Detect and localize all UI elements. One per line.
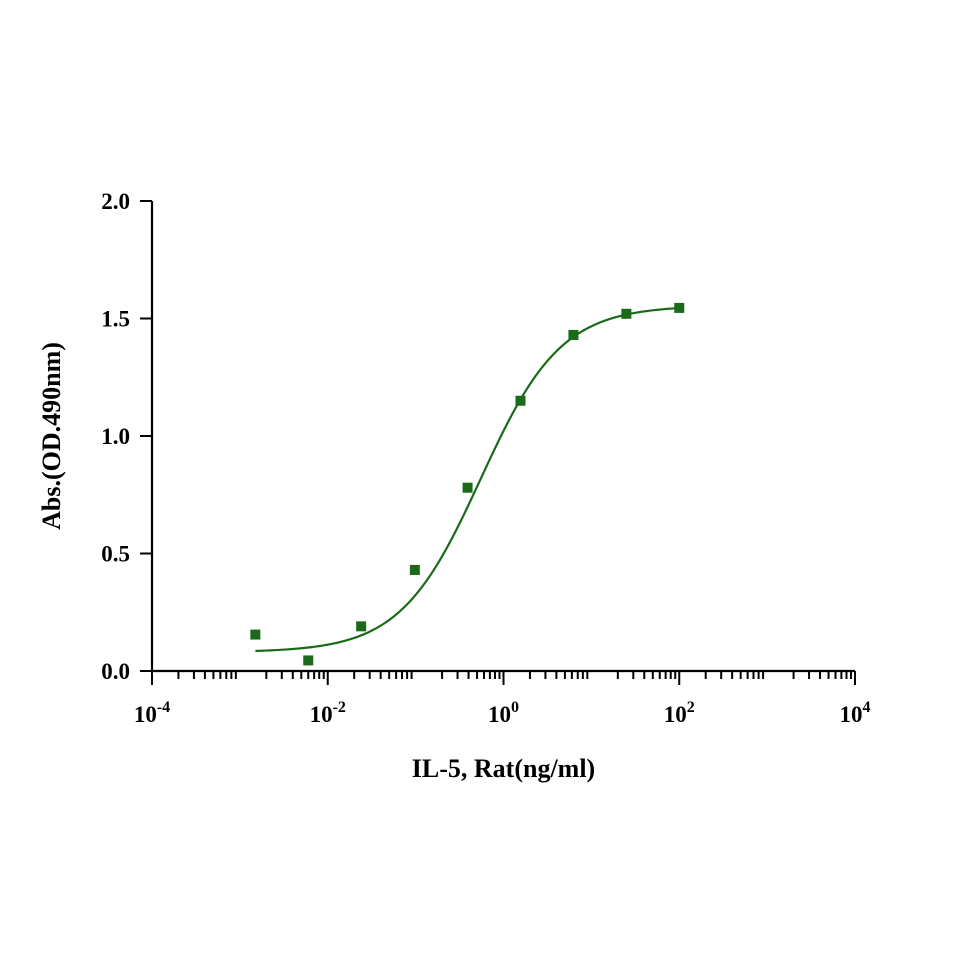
y-tick-label: 1.0: [101, 424, 130, 449]
fit-layer: [255, 306, 680, 653]
data-point: [674, 302, 685, 313]
y-tick-label: 0.5: [101, 542, 130, 567]
data-point: [303, 655, 314, 666]
y-tick-label: 2.0: [101, 189, 130, 214]
y-tick-label: 1.5: [101, 307, 130, 332]
x-axis-title: IL-5, Rat(ng/ml): [412, 754, 595, 783]
data-point: [356, 621, 367, 632]
data-point: [621, 308, 632, 319]
data-point: [568, 329, 579, 340]
y-axis-title: Abs.(OD.490nm): [37, 342, 66, 530]
data-point: [250, 629, 261, 640]
data-point: [462, 482, 473, 493]
x-tick-label: 102: [664, 699, 695, 727]
points-layer: [250, 302, 685, 666]
fit-curve: [255, 306, 680, 653]
data-point: [515, 395, 526, 406]
x-tick-label: 104: [840, 699, 871, 727]
axes: [150, 201, 855, 673]
ticks: 0.0 0.5 1.0 1.5 2.0 10-4 10-2 100 102 104: [101, 189, 870, 727]
y-tick-label: 0.0: [101, 659, 130, 684]
x-tick-label: 10-2: [310, 699, 346, 727]
x-tick-label: 100: [488, 699, 519, 727]
x-tick-label: 10-4: [134, 699, 170, 727]
data-point: [409, 564, 420, 575]
